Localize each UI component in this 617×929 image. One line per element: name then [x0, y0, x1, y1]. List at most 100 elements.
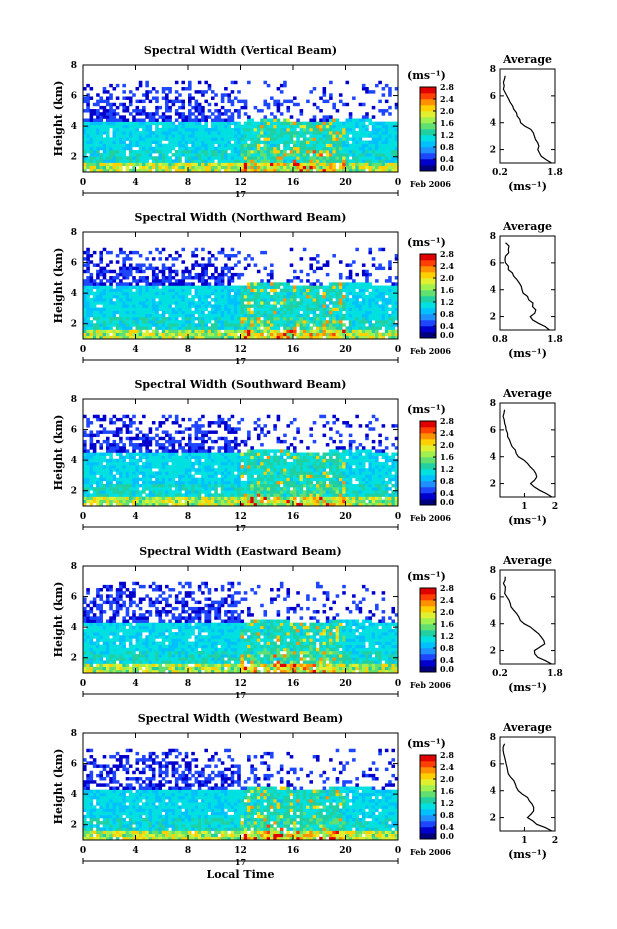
heatmap-cell [224, 499, 228, 504]
heatmap-cell [332, 254, 336, 258]
heatmap-cell [273, 131, 277, 135]
heatmap-cell [293, 162, 297, 167]
heatmap-cell [302, 146, 307, 151]
heatmap-cell [125, 304, 130, 308]
heatmap-cell [322, 332, 327, 337]
heatmap-cell [168, 443, 172, 447]
heatmap-cell [355, 294, 359, 299]
heatmap-cell [158, 455, 163, 460]
heatmap-cell [210, 468, 215, 472]
heatmap-cell [178, 288, 182, 293]
heatmap-cell [283, 118, 287, 122]
heatmap-cell [207, 257, 212, 261]
heatmap-cell [361, 83, 366, 88]
heatmap-cell [388, 266, 392, 271]
heatmap-cell [128, 332, 133, 337]
heatmap-cell [89, 483, 94, 488]
heatmap-cell [96, 329, 100, 334]
heatmap-cell [128, 335, 133, 340]
heatmap-cell [204, 493, 208, 497]
colorbar-swatch [420, 111, 436, 118]
heatmap-cell [302, 149, 307, 154]
colorbar-swatch [420, 153, 436, 160]
heatmap-cell [96, 430, 100, 434]
heatmap-cell [191, 168, 195, 173]
heatmap-cell [83, 483, 87, 488]
heatmap-cell [89, 455, 94, 460]
heatmap-cell [247, 134, 251, 138]
heatmap-cell [132, 121, 136, 126]
heatmap-cell [381, 316, 386, 321]
heatmap-cell [293, 285, 297, 289]
heatmap-cell [112, 269, 117, 274]
heatmap-cell [165, 93, 169, 97]
heatmap-cell [201, 269, 205, 274]
heatmap-cell [230, 247, 235, 252]
heatmap-cell [191, 449, 195, 453]
heatmap-cell [283, 140, 287, 144]
heatmap-cell [384, 140, 389, 144]
heatmap-cell [361, 304, 366, 308]
heatmap-cell [102, 301, 107, 305]
heatmap-cell [299, 140, 304, 144]
heatmap-cell [338, 326, 343, 330]
heatmap-cell [105, 99, 110, 104]
heatmap-cell [243, 310, 248, 315]
heatmap-cell [148, 471, 153, 475]
heatmap-cell [352, 310, 356, 315]
heatmap-cell [158, 461, 163, 466]
heatmap-cell [335, 127, 340, 132]
heatmap-cell [342, 156, 346, 160]
heatmap-cell [309, 143, 313, 148]
heatmap-cell [178, 323, 182, 327]
heatmap-cell [237, 335, 241, 340]
heatmap-cell [384, 162, 389, 167]
heatmap-cell [201, 487, 205, 491]
heatmap-cell [220, 461, 225, 466]
heatmap-cell [214, 496, 218, 501]
heatmap-cell [142, 326, 146, 330]
heatmap-cell [338, 272, 343, 277]
heatmap-cell [112, 127, 117, 132]
heatmap-cell [355, 143, 359, 148]
heatmap-cell [230, 121, 235, 126]
heatmap-cell [148, 149, 153, 154]
heatmap-cell [135, 127, 140, 132]
heatmap-cell [319, 307, 323, 311]
heatmap-cell [378, 131, 382, 135]
heatmap-cell [83, 414, 87, 419]
heatmap-cell [148, 127, 153, 132]
heatmap-cell [96, 276, 100, 280]
heatmap-cell [325, 99, 330, 104]
y-tick-label: 8 [71, 228, 77, 238]
heatmap-cell [197, 316, 202, 321]
heatmap-cell [148, 301, 153, 305]
heatmap-cell [83, 143, 87, 148]
heatmap-cell [289, 298, 294, 302]
heatmap-cell [240, 131, 245, 135]
heatmap-cell [276, 316, 281, 321]
heatmap-cell [365, 134, 369, 138]
heatmap-cell [145, 468, 149, 472]
heatmap-cell [178, 291, 182, 296]
heatmap-cell [99, 257, 103, 261]
heatmap-cell [171, 477, 176, 482]
heatmap-cell [302, 294, 307, 299]
heatmap-cell [352, 329, 356, 334]
heatmap-cell [174, 439, 179, 444]
heatmap-cell [365, 131, 369, 135]
heatmap-cell [89, 118, 94, 122]
heatmap-cell [181, 260, 186, 264]
heatmap-cell [210, 168, 215, 173]
heatmap-cell [230, 465, 235, 469]
heatmap-cell [178, 326, 182, 330]
heatmap-cell [289, 134, 294, 138]
heatmap-cell [178, 455, 182, 460]
heatmap-cell [319, 326, 323, 330]
heatmap-cell [181, 282, 186, 286]
heatmap-cell [276, 153, 281, 157]
heatmap-cell [240, 285, 245, 289]
heatmap-cell [115, 449, 120, 453]
heatmap-cell [329, 162, 333, 167]
heatmap-cell [132, 461, 136, 466]
